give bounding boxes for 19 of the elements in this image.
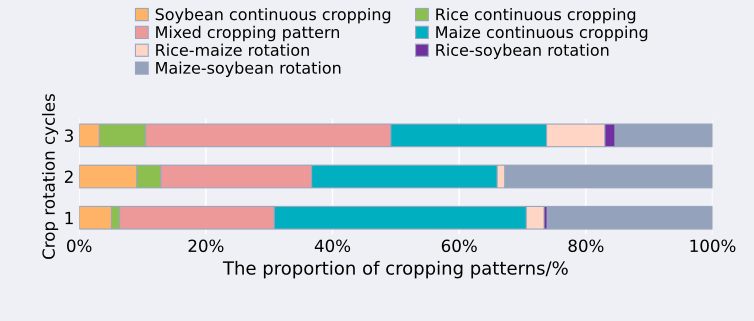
y-tick-label: 2: [64, 170, 73, 183]
y-tick-label: 1: [66, 212, 73, 224]
legend-label: Mixed cropping pattern: [156, 26, 339, 42]
x-tick-label: 20%: [188, 239, 224, 252]
legend-label: Maize continuous cropping: [436, 26, 648, 42]
x-tick-label: 40%: [314, 239, 350, 252]
legend-label: Rice-maize rotation: [156, 44, 309, 56]
bar: [546, 206, 713, 230]
legend-label: Rice-soybean rotation: [436, 44, 608, 60]
legend-label: Maize-soybean rotation: [156, 62, 340, 77]
x-tick-label: 80%: [568, 239, 604, 252]
y-axis-title: Crop rotation cycles: [42, 94, 58, 259]
x-tick-label: 100%: [690, 239, 736, 252]
y-tick-label: 3: [64, 129, 73, 142]
x-tick-label: 0%: [67, 239, 92, 252]
x-axis-title: The proportion of cropping patterns/%: [222, 260, 568, 278]
x-tick-label: 60%: [442, 239, 477, 252]
legend-label: Rice continuous cropping: [436, 8, 636, 24]
legend-label: Soybean continuous cropping: [156, 8, 390, 24]
